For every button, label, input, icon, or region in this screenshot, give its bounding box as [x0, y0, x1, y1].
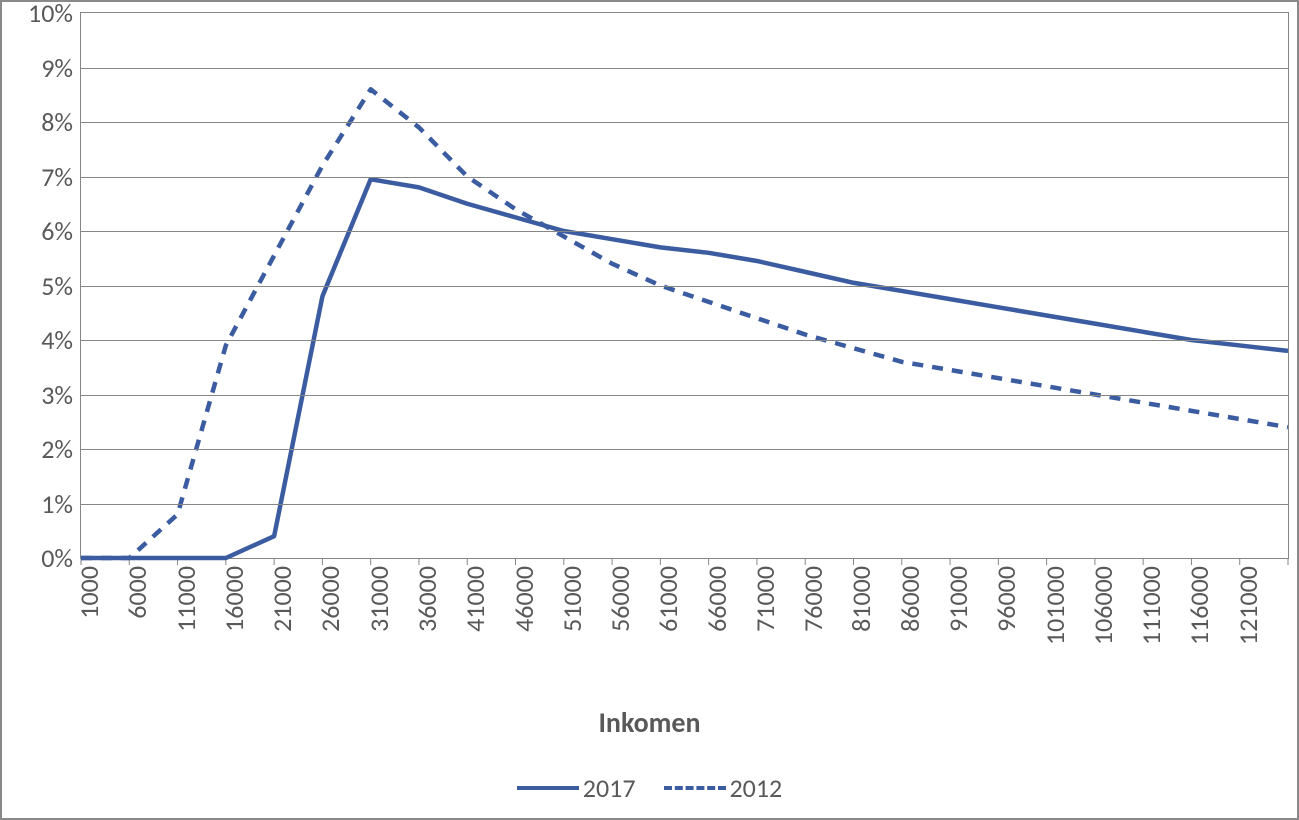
- x-tick-label: 16000: [218, 566, 250, 686]
- y-tick-label: 4%: [41, 324, 81, 356]
- x-tick-label: 31000: [363, 566, 395, 686]
- y-tick-label: 5%: [41, 270, 81, 302]
- x-tick-label: 41000: [459, 566, 491, 686]
- x-tick-label: 61000: [652, 566, 684, 686]
- gridline: [81, 340, 1288, 341]
- x-tick-label: 51000: [556, 566, 588, 686]
- legend-label: 2012: [730, 772, 783, 804]
- x-tick-label: 11000: [170, 566, 202, 686]
- plot-area: 0%1%2%3%4%5%6%7%8%9%10%10006000110001600…: [80, 12, 1289, 559]
- x-tick-label: 56000: [604, 566, 636, 686]
- gridline: [81, 122, 1288, 123]
- gridline: [81, 231, 1288, 232]
- gridline: [81, 177, 1288, 178]
- x-tick-label: 66000: [701, 566, 733, 686]
- x-tick-label: 106000: [1087, 566, 1119, 686]
- x-tick-label: 111000: [1135, 566, 1167, 686]
- gridline: [81, 286, 1288, 287]
- x-tick-label: 76000: [797, 566, 829, 686]
- x-tick-label: 101000: [1039, 566, 1071, 686]
- legend-label: 2017: [583, 772, 636, 804]
- x-tick-label: 81000: [845, 566, 877, 686]
- legend-swatch: [517, 786, 579, 790]
- gridline: [81, 395, 1288, 396]
- gridline: [81, 449, 1288, 450]
- x-tick-label: 26000: [314, 566, 346, 686]
- legend: 2017 2012: [2, 772, 1297, 804]
- x-tick-label: 96000: [990, 566, 1022, 686]
- x-tick-label: 116000: [1183, 566, 1215, 686]
- x-tick-label: 86000: [894, 566, 926, 686]
- chart-container: 0%1%2%3%4%5%6%7%8%9%10%10006000110001600…: [0, 0, 1299, 820]
- x-tick-label: 36000: [411, 566, 443, 686]
- x-tick-label: 6000: [121, 566, 153, 686]
- x-tick-label: 121000: [1232, 566, 1264, 686]
- legend-swatch: [664, 786, 726, 790]
- series-line-2017: [81, 179, 1288, 558]
- x-tick-label: 21000: [266, 566, 298, 686]
- legend-item-2017: 2017: [517, 772, 636, 804]
- y-tick-label: 10%: [28, 0, 81, 29]
- gridline: [81, 504, 1288, 505]
- x-tick-label: 1000: [73, 566, 105, 686]
- gridline: [81, 68, 1288, 69]
- x-tick-label: 91000: [942, 566, 974, 686]
- legend-item-2012: 2012: [664, 772, 783, 804]
- y-tick-label: 1%: [41, 488, 81, 520]
- y-tick-label: 3%: [41, 379, 81, 411]
- y-tick-label: 7%: [41, 161, 81, 193]
- y-tick-label: 8%: [41, 106, 81, 138]
- x-tick-label: 71000: [749, 566, 781, 686]
- x-axis-title: Inkomen: [2, 705, 1297, 740]
- y-tick-label: 6%: [41, 215, 81, 247]
- y-tick-label: 9%: [41, 52, 81, 84]
- x-tick-label: 46000: [508, 566, 540, 686]
- y-tick-label: 2%: [41, 433, 81, 465]
